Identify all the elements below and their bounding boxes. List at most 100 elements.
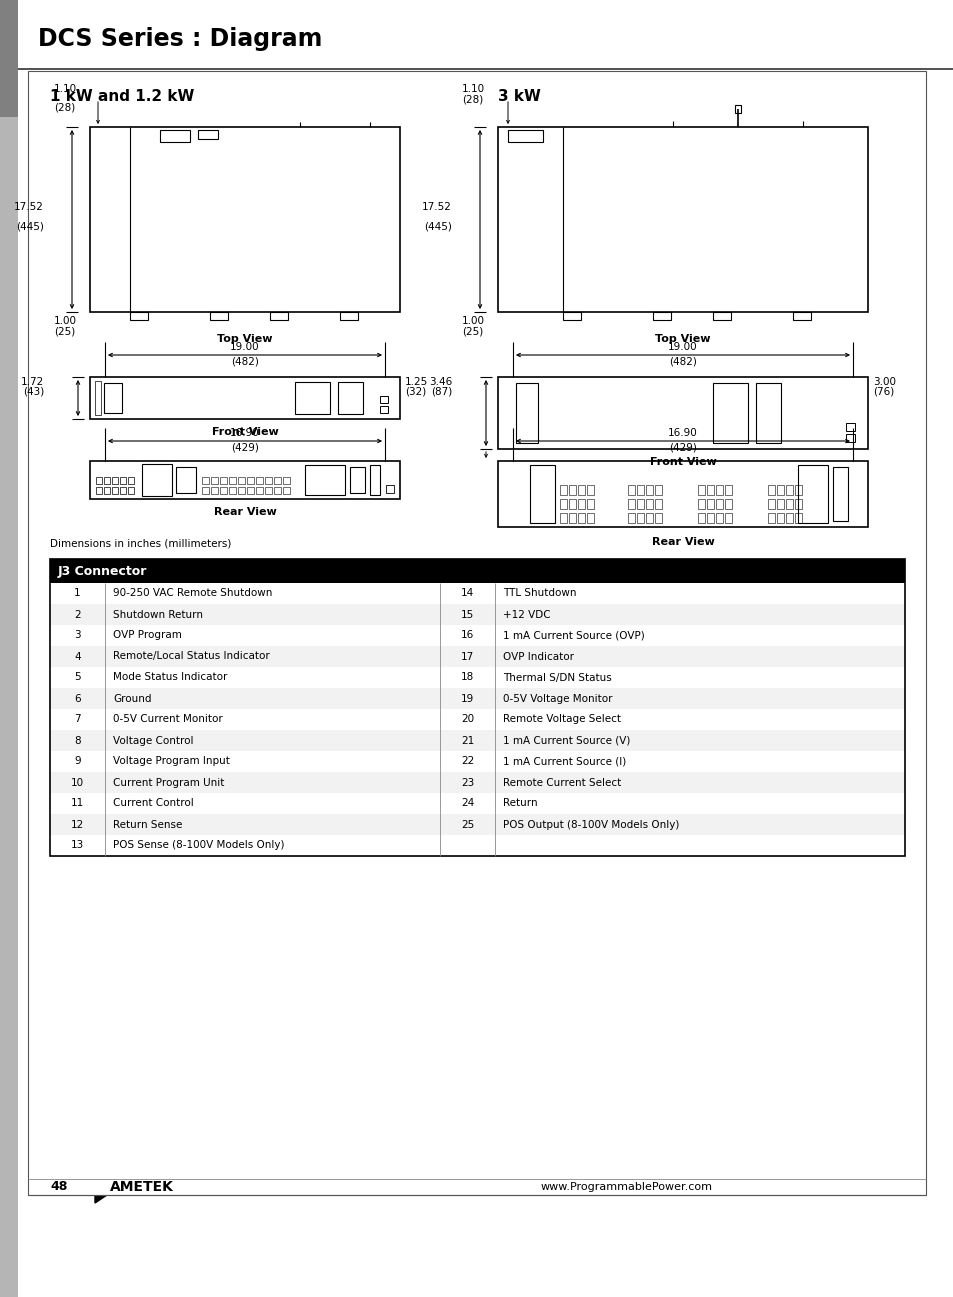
Bar (568, 514, 576, 523)
Text: (482): (482) (231, 355, 258, 366)
Text: (87): (87) (431, 387, 452, 397)
Bar (698, 514, 704, 523)
Bar (698, 499, 704, 508)
Text: www.ProgrammablePower.com: www.ProgrammablePower.com (540, 1182, 712, 1192)
Bar (50, 792, 904, 815)
Text: 1 mA Current Source (V): 1 mA Current Source (V) (502, 735, 630, 746)
Circle shape (499, 519, 506, 525)
Bar (724, 485, 731, 495)
Text: (76): (76) (872, 387, 893, 397)
Bar (50, 815, 904, 835)
Circle shape (393, 462, 398, 468)
Text: Return: Return (502, 799, 537, 808)
Bar (90, 377, 399, 419)
Bar (0, 0, 18, 117)
Bar (211, 477, 218, 484)
Bar (578, 514, 584, 523)
Text: Dimensions in inches (millimeters): Dimensions in inches (millimeters) (50, 540, 232, 549)
Bar (229, 486, 235, 494)
Text: 1 mA Current Source (I): 1 mA Current Source (I) (502, 756, 625, 767)
Bar (767, 514, 774, 523)
Bar (90, 127, 399, 313)
Text: Rear View: Rear View (651, 537, 714, 547)
Circle shape (393, 492, 398, 498)
Bar (130, 313, 148, 320)
Bar (104, 477, 110, 484)
Text: 16: 16 (460, 630, 474, 641)
Bar (776, 499, 783, 508)
Text: (32): (32) (405, 387, 426, 397)
Text: 3: 3 (74, 630, 81, 641)
Bar (294, 383, 330, 414)
Text: Ground: Ground (112, 694, 152, 703)
Text: AMETEK: AMETEK (110, 1180, 173, 1195)
Text: Shutdown Return: Shutdown Return (112, 610, 203, 620)
Bar (785, 499, 792, 508)
Bar (568, 499, 576, 508)
Text: 23: 23 (460, 777, 474, 787)
Bar (507, 130, 542, 141)
Bar (497, 127, 867, 313)
Text: 15: 15 (460, 610, 474, 620)
Text: 1 kW and 1.2 kW: 1 kW and 1.2 kW (50, 89, 194, 104)
Bar (274, 486, 281, 494)
Text: 1 mA Current Source (OVP): 1 mA Current Source (OVP) (502, 630, 644, 641)
Bar (755, 383, 781, 444)
Text: Top View: Top View (655, 335, 710, 344)
Text: Remote/Local Status Indicator: Remote/Local Status Indicator (112, 651, 270, 661)
Bar (50, 559, 904, 856)
Bar (305, 466, 345, 495)
Text: Rear View: Rear View (213, 507, 276, 518)
Bar (712, 313, 730, 320)
Text: Return Sense: Return Sense (112, 820, 182, 830)
Bar (337, 383, 363, 414)
Text: 3 kW: 3 kW (497, 89, 540, 104)
Text: (482): (482) (668, 355, 697, 366)
Bar (104, 383, 122, 412)
Bar (716, 514, 722, 523)
Bar (247, 477, 253, 484)
Bar (128, 486, 133, 494)
Text: 1.00: 1.00 (461, 316, 484, 326)
Bar (794, 514, 801, 523)
Bar (265, 486, 272, 494)
Bar (794, 485, 801, 495)
Bar (198, 130, 218, 139)
Bar (220, 477, 227, 484)
Bar (229, 477, 235, 484)
Text: (28): (28) (54, 102, 75, 112)
Bar (497, 460, 867, 527)
Bar (96, 486, 102, 494)
Bar (637, 514, 643, 523)
Text: 0-5V Current Monitor: 0-5V Current Monitor (112, 715, 222, 725)
Text: 10: 10 (71, 777, 84, 787)
Bar (237, 477, 245, 484)
Bar (112, 477, 118, 484)
Bar (559, 485, 566, 495)
Bar (724, 499, 731, 508)
Text: 20: 20 (460, 715, 474, 725)
Text: 19.00: 19.00 (667, 342, 697, 351)
Text: Top View: Top View (217, 335, 273, 344)
Bar (559, 499, 566, 508)
Bar (0, 0, 18, 1297)
Text: (25): (25) (54, 326, 75, 336)
Bar (724, 514, 731, 523)
Text: 22: 22 (460, 756, 474, 767)
Text: 16.90: 16.90 (230, 428, 259, 438)
Text: 8: 8 (74, 735, 81, 746)
Text: +12 VDC: +12 VDC (502, 610, 550, 620)
Circle shape (859, 463, 865, 470)
Bar (578, 499, 584, 508)
Bar (142, 464, 172, 495)
Text: 13: 13 (71, 840, 84, 851)
Bar (559, 514, 566, 523)
Circle shape (498, 377, 504, 384)
Bar (706, 485, 713, 495)
Bar (776, 485, 783, 495)
Text: 21: 21 (460, 735, 474, 746)
Circle shape (859, 519, 865, 525)
Text: TTL Shutdown: TTL Shutdown (502, 589, 576, 598)
Bar (516, 383, 537, 444)
Text: Front View: Front View (212, 427, 278, 437)
